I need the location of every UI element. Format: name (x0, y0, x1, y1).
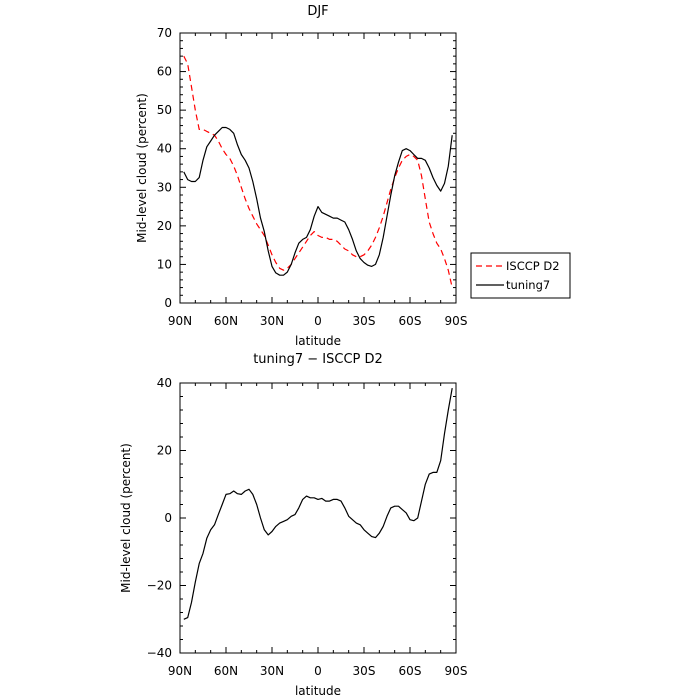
top-series-line-isccp-d2 (183, 55, 453, 288)
bottom-y-tick-label: −40 (147, 646, 172, 660)
bottom-axis-ticks: 90N 60N 30N 0 30S 60S 90S −40 −20 0 20 40 (147, 376, 468, 678)
top-y-tick-label: 70 (157, 26, 172, 40)
bottom-y-tick-label: 0 (164, 511, 172, 525)
bottom-x-tick-label: 60N (214, 664, 238, 678)
top-x-tick-label: 60S (399, 314, 422, 328)
top-plot-frame (179, 32, 457, 304)
top-x-tick-label: 30S (353, 314, 376, 328)
bottom-y-tick-label: 20 (157, 444, 172, 458)
top-chart-title: DJF (307, 4, 328, 19)
top-y-tick-label: 40 (157, 142, 172, 156)
bottom-series-line (183, 387, 453, 620)
bottom-x-tick-label: 90S (445, 664, 468, 678)
legend-label-isccp: ISCCP D2 (506, 259, 560, 273)
top-x-tick-label: 90N (168, 314, 192, 328)
top-x-tick-label: 30N (260, 314, 284, 328)
bottom-panel: tuning7 − ISCCP D2 90N 60N 30N 0 30S 60S 90S −4… (119, 352, 467, 698)
top-axis-ticks: 90N 60N 30N 0 30S 60S 90S 0 10 20 30 40 50 60 70 (157, 26, 468, 328)
top-y-tick-label: 60 (157, 65, 172, 79)
bottom-x-axis-label: latitude (295, 684, 341, 698)
top-x-tick-label: 0 (314, 314, 322, 328)
bottom-plot-frame (179, 382, 457, 654)
bottom-x-tick-label: 0 (314, 664, 322, 678)
top-panel: DJF 90N 60N 30N 0 30S 60S 90S 0 10 20 30 40 50 60 70 l… (135, 4, 571, 348)
top-x-axis-label: latitude (295, 334, 341, 348)
bottom-chart-title: tuning7 − ISCCP D2 (253, 352, 383, 367)
top-y-tick-label: 30 (157, 180, 172, 194)
bottom-x-tick-label: 60S (399, 664, 422, 678)
bottom-x-tick-label: 90N (168, 664, 192, 678)
top-y-tick-label: 10 (157, 257, 172, 271)
top-y-tick-label: 20 (157, 219, 172, 233)
top-series-lines (183, 55, 453, 288)
top-y-tick-label: 0 (164, 296, 172, 310)
top-y-axis-label: Mid-level cloud (percent) (135, 93, 149, 243)
top-x-tick-label: 90S (445, 314, 468, 328)
bottom-y-tick-label: 40 (157, 376, 172, 390)
bottom-series-line-1 (183, 387, 453, 620)
top-y-tick-label: 50 (157, 103, 172, 117)
bottom-x-tick-label: 30S (353, 664, 376, 678)
legend: ISCCP D2 tuning7 (470, 252, 571, 299)
bottom-y-tick-label: −20 (147, 579, 172, 593)
legend-box (470, 252, 571, 299)
bottom-y-axis-label: Mid-level cloud (percent) (119, 443, 133, 593)
top-series-line-tuning7 (183, 126, 453, 276)
legend-label-tuning7: tuning7 (506, 278, 550, 292)
top-x-tick-label: 60N (214, 314, 238, 328)
bottom-x-tick-label: 30N (260, 664, 284, 678)
